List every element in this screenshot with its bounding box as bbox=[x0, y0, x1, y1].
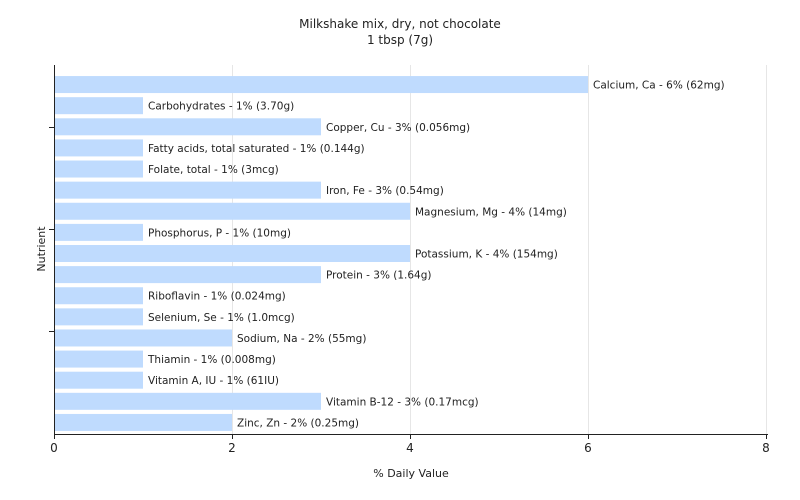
bar bbox=[55, 223, 143, 241]
bar bbox=[55, 287, 143, 305]
bar-label: Magnesium, Mg - 4% (14mg) bbox=[415, 206, 567, 218]
bar bbox=[55, 392, 321, 410]
chart-subtitle: 1 tbsp (7g) bbox=[367, 33, 433, 47]
bar bbox=[55, 308, 143, 326]
x-tick-label: 8 bbox=[762, 441, 770, 455]
bar-label: Sodium, Na - 2% (55mg) bbox=[237, 333, 366, 345]
bar-label: Folate, total - 1% (3mcg) bbox=[148, 164, 279, 176]
bar-label: Thiamin - 1% (0.008mg) bbox=[147, 354, 276, 366]
x-tick-label: 4 bbox=[406, 441, 414, 455]
bar-label: Iron, Fe - 3% (0.54mg) bbox=[326, 185, 444, 197]
bar-label: Vitamin B-12 - 3% (0.17mcg) bbox=[326, 396, 479, 408]
bar bbox=[55, 413, 232, 431]
bar-label: Zinc, Zn - 2% (0.25mg) bbox=[237, 417, 359, 429]
bar bbox=[55, 245, 410, 262]
bar-label: Calcium, Ca - 6% (62mg) bbox=[593, 80, 725, 92]
y-axis-title: Nutrient bbox=[35, 226, 48, 272]
bar bbox=[55, 266, 321, 284]
bar-label: Phosphorus, P - 1% (10mg) bbox=[148, 227, 291, 239]
chart-title: Milkshake mix, dry, not chocolate bbox=[299, 17, 501, 31]
bar bbox=[55, 350, 143, 368]
bar bbox=[55, 202, 410, 220]
bar bbox=[55, 160, 143, 178]
bar-label: Selenium, Se - 1% (1.0mcg) bbox=[148, 312, 295, 324]
x-tick-label: 0 bbox=[50, 441, 58, 455]
bar-label: Protein - 3% (1.64g) bbox=[326, 270, 432, 282]
bar bbox=[55, 371, 143, 389]
bar bbox=[55, 76, 588, 94]
bar bbox=[55, 139, 143, 157]
bar bbox=[55, 118, 321, 136]
bar bbox=[55, 97, 143, 115]
x-tick-label: 6 bbox=[584, 441, 592, 455]
x-ticks-group: 0 2 4 6 8 bbox=[50, 434, 770, 455]
bar-label: Riboflavin - 1% (0.024mg) bbox=[148, 291, 286, 303]
x-axis-title: % Daily Value bbox=[373, 467, 449, 480]
bar-label: Copper, Cu - 3% (0.056mg) bbox=[326, 122, 470, 134]
bars-group: Calcium, Ca - 6% (62mg) Carbohydrates - 1… bbox=[55, 76, 725, 431]
bar-label: Potassium, K - 4% (154mg) bbox=[415, 249, 558, 261]
bar-label: Carbohydrates - 1% (3.70g) bbox=[148, 101, 294, 113]
bar bbox=[55, 181, 321, 199]
bar-label: Fatty acids, total saturated - 1% (0.144… bbox=[148, 143, 365, 155]
bar-label: Vitamin A, IU - 1% (61IU) bbox=[148, 375, 279, 387]
bar bbox=[55, 329, 232, 347]
x-tick-label: 2 bbox=[228, 441, 236, 455]
